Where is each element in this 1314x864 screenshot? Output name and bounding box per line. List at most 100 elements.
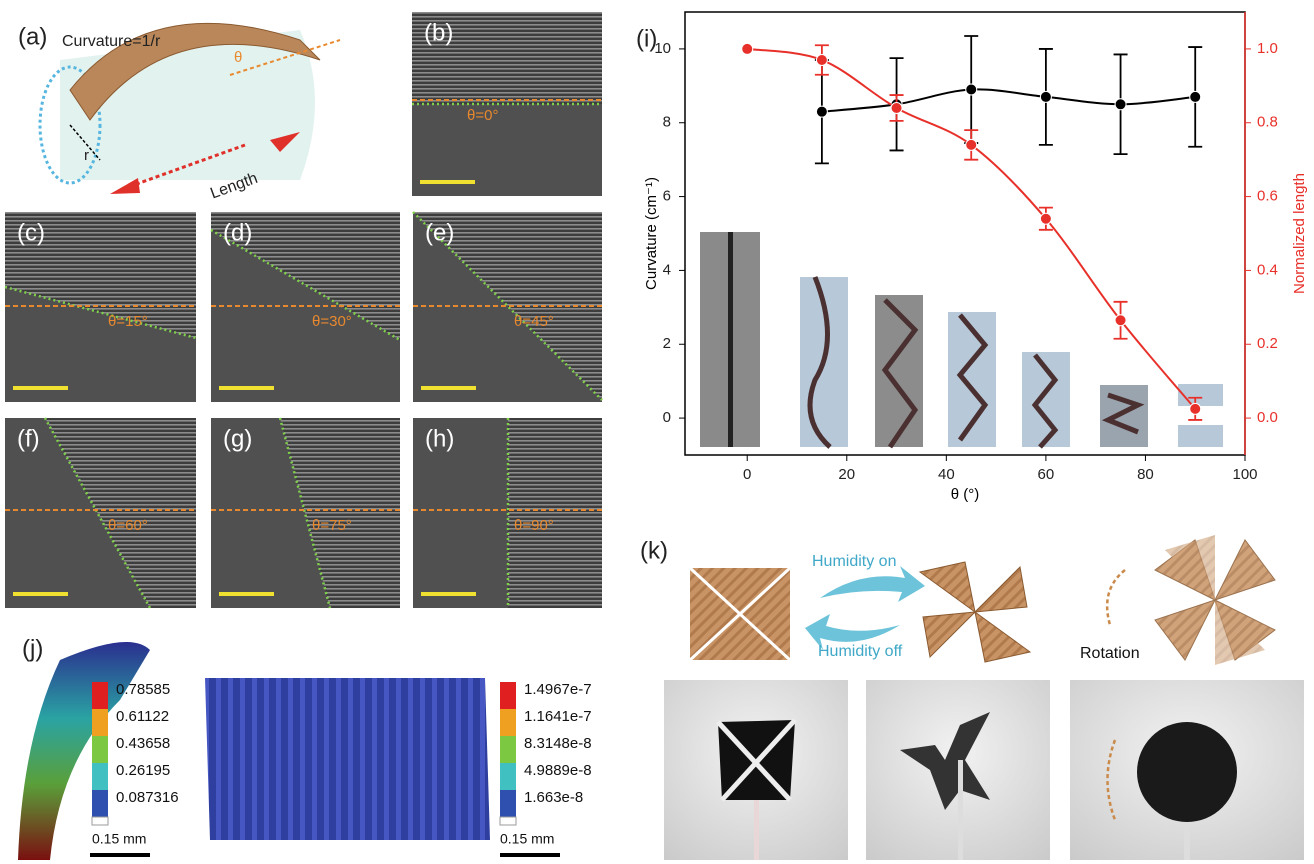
angle-label: θ=45° (514, 313, 554, 330)
scale-bar (219, 386, 274, 390)
data-point (1190, 403, 1201, 414)
micrograph: (e) θ=45° (413, 212, 602, 402)
colorbar-label: 0.61122 (116, 708, 169, 725)
data-point (966, 84, 977, 95)
x-tick-label: 0 (743, 466, 751, 483)
panel-label: (c) (17, 219, 45, 246)
y-tick-label: 4 (663, 261, 671, 278)
y2-tick-label: 0.4 (1257, 261, 1278, 278)
data-point (1115, 315, 1126, 326)
annotation: Humidity off (818, 643, 903, 660)
panel-label: (e) (425, 219, 454, 246)
x-tick-label: 80 (1137, 466, 1154, 483)
y-tick-label: 8 (663, 114, 671, 131)
angle-label: θ=75° (312, 517, 352, 534)
panel-label: (j) (22, 635, 43, 662)
colorbar-segment (500, 763, 516, 790)
x-tick-label: 100 (1232, 466, 1257, 483)
colorbar-segment (92, 790, 108, 817)
annotation: Curvature=1/r (62, 33, 161, 50)
colorbar-label: 4.9889e-8 (524, 762, 592, 779)
data-point (816, 54, 827, 65)
y2-axis-label: Normalized length (1291, 173, 1308, 294)
colorbar-label: 1.1641e-7 (524, 708, 592, 725)
scale-bar (420, 180, 475, 184)
scale-label: 0.15 mm (92, 831, 146, 847)
insets (700, 232, 1223, 447)
y-tick-label: 0 (663, 409, 671, 426)
panel-label: (a) (18, 23, 47, 50)
data-point (742, 43, 753, 54)
arrow (820, 566, 925, 602)
angle-label: θ=15° (108, 313, 148, 330)
panel-label: (f) (17, 425, 40, 452)
colorbar-segment (500, 682, 516, 709)
colorbar-label: 1.663e-8 (524, 789, 583, 806)
colorbar-label: 0.43658 (116, 735, 170, 752)
annotation: θ (234, 49, 242, 66)
micrograph: (h) θ=90° (413, 418, 602, 608)
scale-label: 0.15 mm (500, 831, 554, 847)
micrograph: (b)θ=0° (412, 12, 602, 196)
panel-a: (a) Curvature=1/r θ r Length (18, 23, 340, 202)
angle-label: θ=90° (514, 517, 554, 534)
colorbar-segment (500, 709, 516, 736)
x-tick-label: 60 (1038, 466, 1055, 483)
colorbar-segment (500, 736, 516, 763)
scale-bar (421, 386, 476, 390)
rotating-pinwheel (1155, 535, 1275, 665)
scale-bar (13, 386, 68, 390)
series-line (822, 89, 1195, 111)
scale-bar (421, 592, 476, 596)
pinwheel (920, 562, 1030, 662)
panel-label: (d) (223, 219, 252, 246)
panel-label: (g) (223, 425, 252, 452)
angle-label: θ=30° (312, 313, 352, 330)
colorbar-label: 0.087316 (116, 789, 179, 806)
x-axis-label: θ (°) (951, 486, 980, 503)
colorbar-segment (92, 763, 108, 790)
colorbar-label: 0.78585 (116, 681, 170, 698)
y2-tick-label: 0.2 (1257, 335, 1278, 352)
panel-label: (k) (640, 537, 668, 564)
stripe-region (508, 418, 602, 608)
panel-k: (k) Humidity on Humidity off Rotation (640, 535, 1304, 860)
panel-j: 0.78585 0.61122 0.43658 0.26195 0.087316 1.49… (18, 635, 592, 860)
colorbar-segment (92, 736, 108, 763)
data-point (1190, 91, 1201, 102)
colorbar-segment (92, 682, 108, 709)
micrograph: (f)θ=60° (5, 418, 196, 608)
x-tick-label: 20 (838, 466, 855, 483)
data-point (1040, 213, 1051, 224)
data-point (966, 139, 977, 150)
panel-label: (b) (424, 19, 453, 46)
y-tick-label: 2 (663, 335, 671, 352)
y-tick-label: 6 (663, 188, 671, 205)
colorbar-end (500, 817, 516, 825)
colorbar-segment (500, 790, 516, 817)
y2-tick-label: 1.0 (1257, 40, 1278, 57)
colorbar-label: 0.26195 (116, 762, 170, 779)
colorbar-label: 8.3148e-8 (524, 735, 592, 752)
colorbar-label: 1.4967e-7 (524, 681, 592, 698)
micrograph: (c) θ=15° (5, 212, 196, 402)
annotation: r (84, 147, 89, 164)
annotation: Humidity on (812, 553, 896, 570)
colorbar-segment (92, 709, 108, 736)
data-point (1115, 99, 1126, 110)
x-tick-label: 40 (938, 466, 955, 483)
scale-bar (219, 592, 274, 596)
y-axis-label: Curvature (cm⁻¹) (643, 177, 660, 290)
y2-tick-label: 0.6 (1257, 188, 1278, 205)
micrograph: (d) θ=30° (211, 212, 400, 402)
y2-tick-label: 0.0 (1257, 409, 1278, 426)
figure: (a) Curvature=1/r θ r Length (b)θ=0° (c) θ… (0, 0, 1314, 864)
micrograph: (g) θ=75° (211, 418, 400, 608)
colorbar-end (92, 817, 108, 825)
annotation: Rotation (1080, 645, 1140, 662)
data-point (1040, 91, 1051, 102)
flat-ribbon (205, 678, 490, 840)
data-point (891, 102, 902, 113)
panel-label: (h) (425, 425, 454, 452)
